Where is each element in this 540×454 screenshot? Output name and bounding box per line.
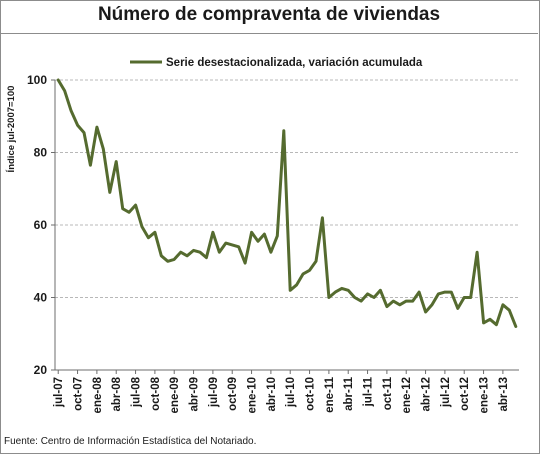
x-tick-label: oct-10 (305, 377, 317, 411)
x-tick-label: ene-09 (169, 377, 181, 413)
x-tick-label: jul-08 (131, 376, 143, 408)
y-tick-label: 60 (34, 218, 48, 232)
title-divider (0, 33, 538, 34)
x-tick-label: ene-11 (324, 376, 336, 412)
x-tick-label: abr-12 (421, 377, 433, 412)
axes (51, 79, 519, 374)
series-line (56, 78, 518, 328)
x-tick-label: jul-10 (285, 377, 297, 408)
x-tick-label: ene-10 (247, 377, 259, 413)
x-tick-label: oct-09 (227, 377, 239, 411)
x-tick-label: jul-11 (363, 376, 375, 407)
y-axis-label: Índice jul-2007=100 (6, 86, 17, 173)
y-tick-label: 80 (34, 146, 48, 160)
x-tick-label: oct-11 (382, 376, 394, 410)
x-tick-label: ene-12 (401, 377, 413, 413)
x-tick-label: jul-07 (53, 377, 65, 408)
x-tick-label: abr-13 (498, 377, 510, 412)
x-tick-label: jul-12 (440, 377, 452, 408)
x-tick-label: oct-07 (73, 377, 85, 411)
series-group (56, 78, 518, 328)
x-tick-label: jul-09 (208, 377, 220, 408)
x-tick-label: oct-12 (459, 377, 471, 411)
y-tick-labels: 20 40 60 80 100 (27, 73, 47, 377)
y-tick-label: 100 (27, 73, 47, 87)
x-tick-label: abr-11 (343, 376, 355, 410)
y-tick-label: 40 (34, 291, 48, 305)
title-box (1, 1, 537, 31)
source-note: Fuente: Centro de Información Estadístic… (4, 436, 257, 447)
x-tick-label: ene-13 (479, 377, 491, 413)
x-tick-label: abr-10 (266, 377, 278, 412)
gridlines (55, 79, 519, 298)
legend: Serie desestacionalizada, variación acum… (130, 57, 423, 69)
chart-title: Número de compraventa de viviendas (97, 4, 441, 25)
x-tick-labels: jul-07 oct-07 ene-08 abr-08 jul-08 oct-08 ene-… (53, 376, 510, 413)
x-tick-label: abr-08 (111, 376, 123, 411)
x-tick-label: oct-08 (150, 376, 162, 410)
legend-label: Serie desestacionalizada, variación acum… (166, 57, 423, 69)
y-tick-label: 20 (34, 363, 48, 377)
x-tick-label: abr-09 (189, 377, 201, 412)
x-tick-label: ene-08 (92, 376, 104, 413)
